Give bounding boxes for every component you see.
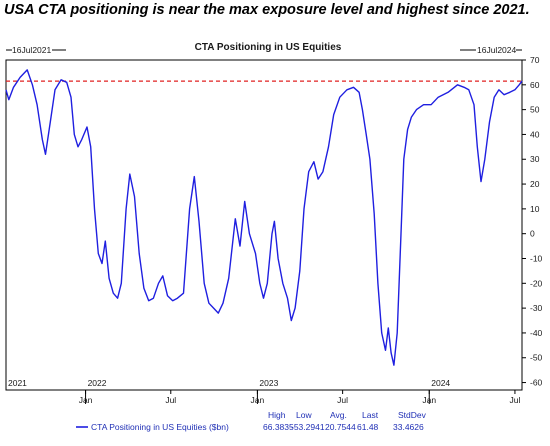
- y-tick-label: -10: [530, 253, 543, 263]
- legend-stat-header: High: [268, 410, 286, 420]
- x-axis: 2021 2022 2023 2024 Jan Jul Jan Jul Jan Jul: [8, 378, 520, 405]
- legend-stat-header: Avg.: [330, 410, 347, 420]
- legend: CTA Positioning in US Equities ($bn) Hig…: [76, 410, 427, 432]
- legend-stat-header: StdDev: [398, 410, 427, 420]
- y-tick-label: -40: [530, 328, 543, 338]
- x-year-label: 2023: [259, 378, 278, 388]
- x-year-label: 2021: [8, 378, 27, 388]
- legend-stat-header: Last: [362, 410, 379, 420]
- series-line-cta-positioning: [5, 69, 523, 366]
- legend-stat-header: Low: [296, 410, 312, 420]
- legend-series-name: CTA Positioning in US Equities ($bn): [91, 422, 229, 432]
- x-year-label: 2024: [431, 378, 450, 388]
- y-tick-label: 50: [530, 105, 540, 115]
- y-tick-label: -30: [530, 303, 543, 313]
- y-tick-label: -60: [530, 378, 543, 388]
- y-tick-label: 30: [530, 154, 540, 164]
- y-tick-label: 10: [530, 204, 540, 214]
- y-tick-label: 40: [530, 129, 540, 139]
- chart-title: CTA Positioning in US Equities: [195, 42, 342, 53]
- x-year-label: 2022: [88, 378, 107, 388]
- y-tick-label: 20: [530, 179, 540, 189]
- legend-stat-value: -53.2941: [291, 422, 325, 432]
- x-month-label: Jul: [510, 395, 521, 405]
- legend-stat-value: 66.3835: [263, 422, 294, 432]
- y-axis: 70 60 50 40 30 20 10 0 -10 -20 -30 -40 -50 -60: [522, 55, 543, 388]
- x-month-label: Jan: [251, 395, 265, 405]
- plot-frame: [5, 59, 523, 391]
- start-date-label: 16Jul2021: [12, 45, 52, 55]
- headline: USA CTA positioning is near the max expo…: [4, 2, 530, 18]
- end-date-marker: 16Jul2024: [460, 45, 522, 55]
- x-month-label: Jan: [79, 395, 93, 405]
- y-tick-label: 0: [530, 229, 535, 239]
- legend-stat-value: 61.48: [357, 422, 379, 432]
- x-month-label: Jan: [422, 395, 436, 405]
- x-month-label: Jul: [337, 395, 348, 405]
- y-tick-label: -20: [530, 278, 543, 288]
- end-date-label: 16Jul2024: [477, 45, 517, 55]
- y-tick-label: -50: [530, 353, 543, 363]
- start-date-marker: 16Jul2021: [6, 45, 66, 55]
- legend-stat-value: 20.7544: [325, 422, 356, 432]
- x-month-label: Jul: [165, 395, 176, 405]
- y-tick-label: 70: [530, 55, 540, 65]
- legend-stat-value: 33.4626: [393, 422, 424, 432]
- y-tick-label: 60: [530, 80, 540, 90]
